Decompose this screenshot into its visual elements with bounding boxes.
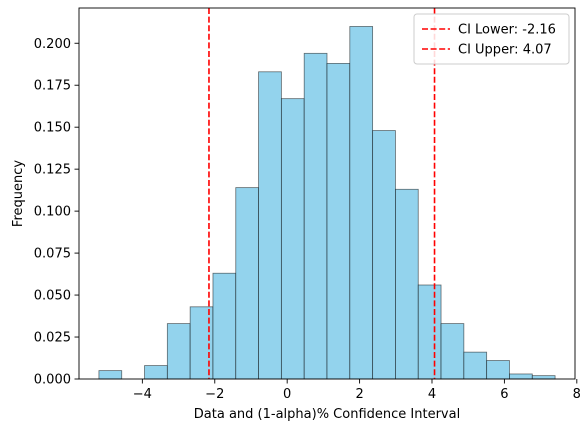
x-axis-label: Data and (1-alpha)% Confidence Interval <box>194 407 460 422</box>
x-tick-label: 2 <box>355 387 363 402</box>
x-tick-label: −2 <box>205 387 224 402</box>
y-tick-label: 0.075 <box>34 247 71 262</box>
histogram-bar <box>235 187 259 380</box>
bars-layer <box>98 26 556 380</box>
histogram-bar <box>98 370 123 380</box>
x-axis: −4 −2 0 2 4 6 8 <box>133 379 581 402</box>
legend: CI Lower: -2.16 CI Upper: 4.07 <box>413 13 570 65</box>
histogram-bar <box>395 188 419 380</box>
histogram-bar <box>258 71 282 380</box>
histogram-bar <box>509 373 533 380</box>
x-tick-label: −4 <box>133 387 152 402</box>
histogram-bar <box>531 375 556 380</box>
legend-entry-label: CI Lower: -2.16 <box>458 23 556 38</box>
histogram-bar <box>463 351 488 380</box>
ci-lines-layer <box>208 8 436 379</box>
y-tick-label: 0.000 <box>34 373 71 388</box>
x-tick-label: 0 <box>283 387 291 402</box>
histogram-bar <box>440 323 465 380</box>
y-tick-label: 0.150 <box>34 121 71 136</box>
y-axis: 0.000 0.025 0.050 0.075 0.100 0.125 0.150 0.175… <box>34 37 79 388</box>
x-tick-label: 6 <box>500 387 508 402</box>
y-tick-label: 0.125 <box>34 163 71 178</box>
x-tick-label: 8 <box>573 387 581 402</box>
histogram-bar <box>280 98 305 380</box>
plot-frame <box>78 7 576 380</box>
legend-entry-label: CI Upper: 4.07 <box>458 43 552 58</box>
histogram-bar <box>349 26 374 380</box>
histogram-bar <box>144 365 168 380</box>
histogram-bar <box>372 130 396 380</box>
histogram-bar <box>303 52 328 380</box>
histogram-bar <box>326 63 351 380</box>
histogram-bar <box>212 272 237 380</box>
y-tick-label: 0.050 <box>34 289 71 304</box>
histogram-bar <box>417 284 442 380</box>
y-tick-label: 0.175 <box>34 79 71 94</box>
y-tick-label: 0.025 <box>34 331 71 346</box>
y-axis-label: Frequency <box>11 160 26 227</box>
y-tick-label: 0.100 <box>34 205 71 220</box>
histogram-bar <box>486 360 510 380</box>
y-tick-label: 0.200 <box>34 37 71 52</box>
histogram-bar <box>166 323 191 380</box>
x-tick-label: 4 <box>428 387 436 402</box>
legend-box <box>413 13 570 65</box>
